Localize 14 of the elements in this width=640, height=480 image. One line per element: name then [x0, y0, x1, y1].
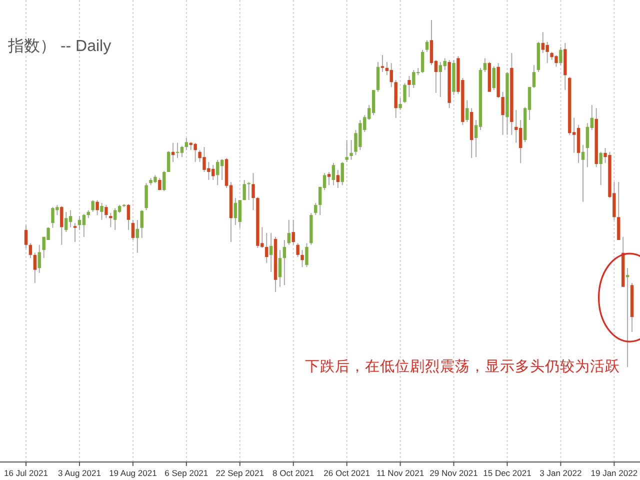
annotation: 下跌后，在低位剧烈震荡，显示多头仍较为活跃 [305, 358, 620, 375]
x-tick-label: 29 Nov 2021 [430, 468, 478, 478]
x-tick-label: 3 Aug 2021 [58, 468, 102, 478]
x-tick-label: 26 Oct 2021 [324, 468, 370, 478]
x-tick-label: 3 Jan 2022 [540, 468, 582, 478]
x-tick-label: 19 Jan 2022 [590, 468, 638, 478]
x-tick-label: 8 Oct 2021 [272, 468, 314, 478]
x-tick-label: 22 Sep 2021 [216, 468, 264, 478]
x-tick-label: 16 Jul 2021 [4, 468, 48, 478]
text: 指数） -- Daily [7, 37, 112, 55]
x-tick-label: 6 Sep 2021 [164, 468, 208, 478]
x-tick-label: 19 Aug 2021 [109, 468, 158, 478]
x-tick-label: 15 Dec 2021 [483, 468, 532, 478]
x-tick-label: 11 Nov 2021 [376, 468, 424, 478]
